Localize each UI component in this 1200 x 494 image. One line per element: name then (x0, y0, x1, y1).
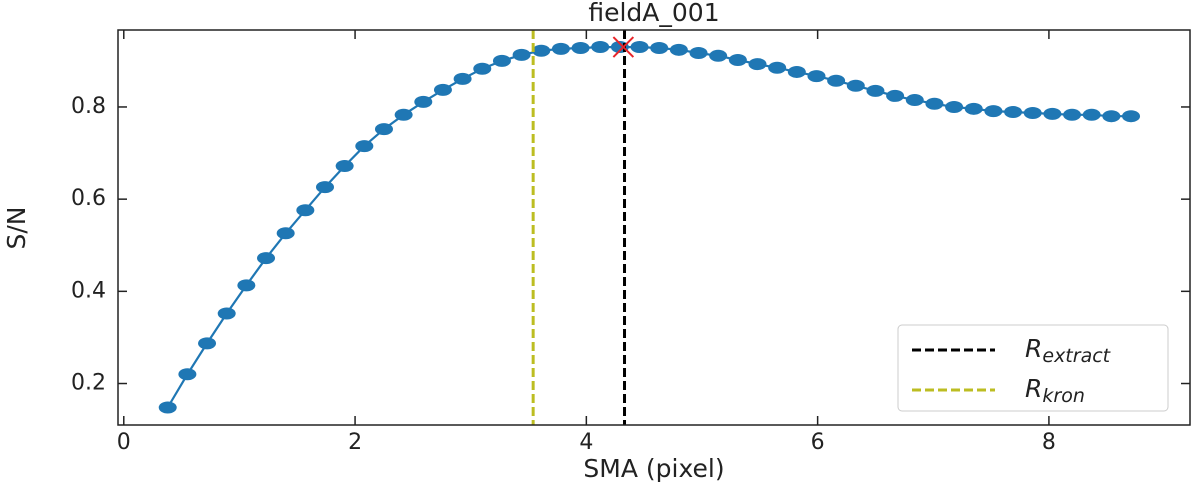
legend-label: Rextract (1025, 334, 1112, 367)
marker (984, 105, 1003, 118)
y-tick-label: 0.8 (71, 94, 106, 119)
y-tick-label: 0.4 (71, 278, 106, 303)
marker (335, 159, 354, 172)
marker (1122, 110, 1141, 123)
marker (728, 53, 747, 66)
marker (355, 140, 374, 153)
marker (473, 62, 492, 75)
y-tick-label: 0.2 (71, 371, 106, 396)
legend-label-sub: extract (1042, 345, 1111, 367)
marker (807, 70, 826, 83)
x-tick-label: 8 (1042, 430, 1056, 455)
marker (296, 204, 315, 217)
marker (768, 61, 787, 74)
y-axis-label: S/N (2, 207, 31, 250)
marker (925, 97, 944, 110)
marker (532, 44, 551, 57)
marker (1043, 107, 1062, 120)
marker (551, 42, 570, 55)
marker (217, 307, 236, 320)
marker (846, 79, 865, 92)
legend-label-sub: kron (1042, 385, 1084, 407)
marker (1023, 106, 1042, 119)
legend-label-main: R (1025, 334, 1042, 363)
marker (827, 74, 846, 87)
marker (158, 401, 177, 414)
marker (945, 100, 964, 113)
marker (886, 89, 905, 102)
marker (630, 41, 649, 54)
legend-label-main: R (1025, 374, 1042, 403)
x-tick-label: 2 (348, 430, 362, 455)
marker (237, 279, 256, 292)
marker (257, 252, 276, 265)
marker (591, 41, 610, 54)
marker (905, 94, 924, 107)
marker (787, 65, 806, 78)
marker (1102, 110, 1121, 123)
marker (374, 123, 393, 136)
marker (453, 72, 472, 85)
marker (709, 49, 728, 62)
marker (198, 337, 217, 350)
marker (964, 102, 983, 115)
chart-title: fieldA_001 (588, 0, 719, 27)
marker (1082, 108, 1101, 121)
peak-cross (612, 36, 635, 58)
marker (276, 227, 295, 240)
marker (492, 54, 511, 67)
marker (1063, 108, 1082, 121)
y-tick-label: 0.6 (71, 186, 106, 211)
x-tick-label: 0 (117, 430, 131, 455)
plot-frame (117, 29, 1191, 426)
marker (571, 41, 590, 54)
marker (394, 108, 413, 121)
marker (650, 41, 669, 54)
legend-label: Rkron (1025, 374, 1085, 407)
marker (315, 181, 334, 194)
marker (689, 47, 708, 60)
x-tick-label: 4 (579, 430, 593, 455)
marker (433, 83, 452, 96)
marker (669, 43, 688, 56)
marker (866, 84, 885, 97)
marker (748, 58, 767, 71)
peak-marker (612, 36, 635, 58)
x-tick-label: 6 (811, 430, 825, 455)
marker (512, 48, 531, 61)
marker (1004, 106, 1023, 119)
marker (414, 95, 433, 108)
marker (178, 368, 197, 381)
x-axis-label: SMA (pixel) (583, 454, 724, 483)
